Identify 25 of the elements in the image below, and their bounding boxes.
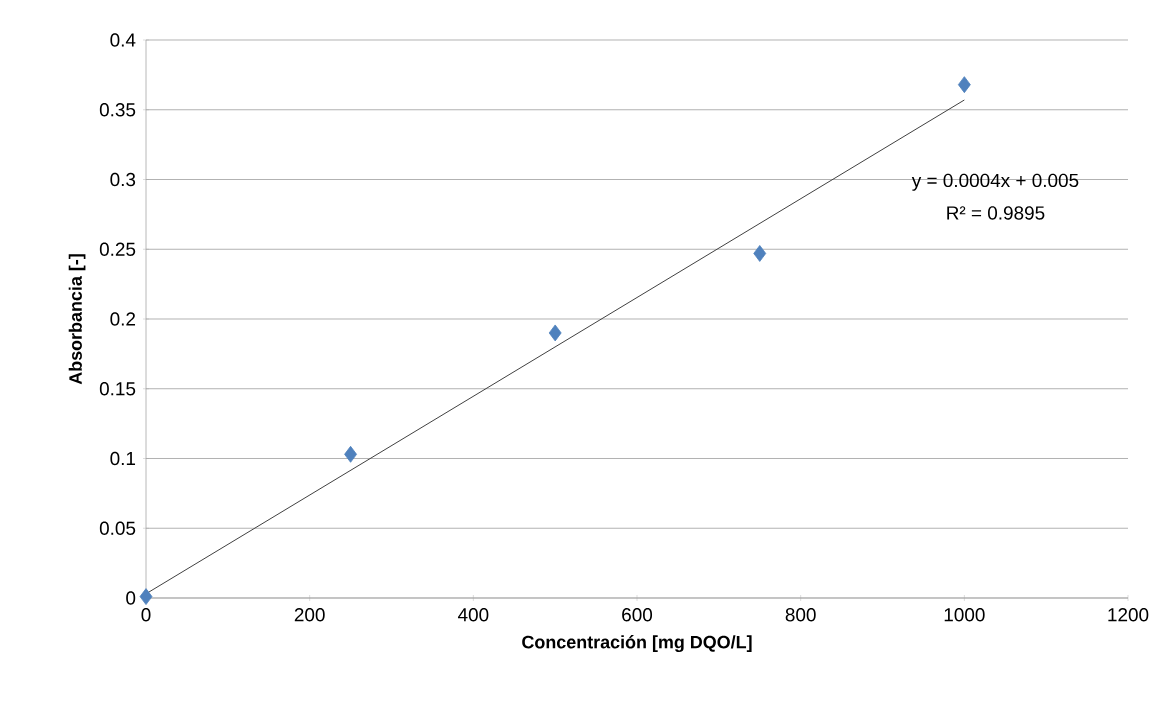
x-axis-title: Concentración [mg DQO/L] — [522, 635, 752, 653]
x-tick-label: 600 — [622, 608, 653, 622]
x-tick-label: 400 — [457, 608, 489, 622]
x-tick-label: 800 — [785, 608, 816, 622]
y-tick-label: 0.35 — [99, 103, 136, 117]
point — [753, 245, 767, 262]
x-tick-label: 200 — [294, 608, 325, 622]
x-tick-label: 1000 — [944, 608, 985, 622]
annotation: y = 0.0004x + 0.005 — [911, 173, 1079, 191]
x-tick-label: 0 — [141, 608, 151, 622]
annotation: R² = 0.9895 — [947, 206, 1045, 220]
point — [957, 76, 971, 94]
y-tick-label: 0.15 — [99, 382, 136, 396]
y-tick-label: 0.1 — [110, 451, 136, 466]
y-tick-label: 0.2 — [110, 312, 136, 326]
y-tick-label: 0.25 — [99, 242, 136, 256]
x-tick-label: 1200 — [1108, 608, 1149, 622]
y-tick-label: 0.05 — [99, 521, 136, 535]
point — [548, 324, 562, 342]
y-tick-label: 0 — [126, 591, 136, 605]
y-axis-title: Absorbancia [-] — [68, 254, 86, 385]
y-tick-label: 0.3 — [110, 172, 136, 187]
point — [139, 588, 153, 605]
point — [344, 445, 357, 463]
y-tick-label: 0.4 — [110, 33, 136, 47]
